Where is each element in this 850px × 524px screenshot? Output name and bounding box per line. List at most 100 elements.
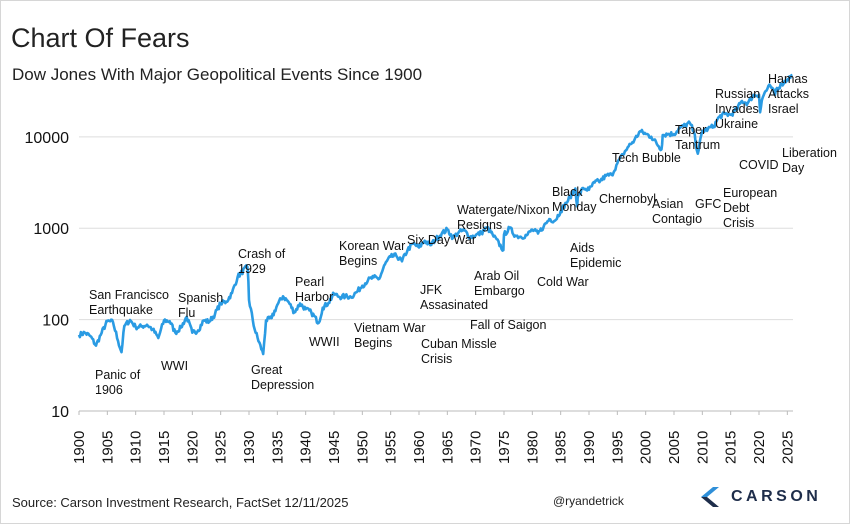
annotation-gfc: GFC	[695, 197, 721, 211]
annotation-line: WWII	[309, 335, 340, 349]
annotation-line: Aids	[570, 241, 594, 255]
annotation-fall-of-saigon: Fall of Saigon	[470, 318, 546, 332]
y-tick-label: 100	[42, 313, 69, 330]
annotation-vietnam-war: Vietnam War Begins	[354, 321, 426, 350]
annotation-covid: COVID	[739, 158, 779, 172]
annotation-tech-bubble: Tech Bubble	[612, 151, 681, 165]
annotation-line: Israel	[768, 102, 799, 116]
carson-logo: CARSON	[699, 483, 821, 511]
author-handle: @ryandetrick	[553, 494, 624, 508]
x-tick-label: 1990	[581, 431, 598, 464]
annotation-line: 1906	[95, 383, 123, 397]
annotation-chernobyl: Chernobyl	[599, 192, 656, 206]
x-tick-label: 1920	[184, 431, 201, 464]
event-annotations: Panic of 1906 San Francisco Earthquake WWI Sp…	[89, 72, 837, 397]
annotation-line: Resigns	[457, 218, 502, 232]
annotation-line: Tantrum	[675, 138, 720, 152]
annotation-wwi: WWI	[161, 359, 188, 373]
y-tick-label: 10	[51, 404, 69, 421]
carson-logo-text: CARSON	[731, 488, 822, 505]
annotation-line: Epidemic	[570, 256, 621, 270]
annotation-panic-1906: Panic of 1906	[95, 368, 141, 397]
annotation-line: Fall of Saigon	[470, 318, 546, 332]
annotation-line: Great	[251, 363, 283, 377]
x-tick-label: 2015	[723, 431, 740, 464]
y-tick-label: 1000	[33, 221, 69, 238]
annotation-cuban-missle-crisis: Cuban Missle Crisis	[421, 337, 497, 366]
annotation-line: Vietnam War	[354, 321, 426, 335]
annotation-line: Black	[552, 185, 583, 199]
x-axis: 1900 1905 1910 1915 1920 1925 1930 1935 1940 1945…	[71, 411, 796, 464]
x-tick-label: 1905	[99, 431, 116, 464]
x-tick-label: 1960	[411, 431, 428, 464]
annotation-cold-war: Cold War	[537, 275, 589, 289]
annotation-line: Spanish	[178, 291, 223, 305]
annotation-line: JFK	[420, 283, 443, 297]
dow-jones-line	[77, 73, 793, 356]
annotation-line: Crisis	[421, 352, 452, 366]
annotation-line: Harbor	[295, 290, 333, 304]
annotation-line: Cold War	[537, 275, 589, 289]
annotation-black-monday: Black Monday	[552, 185, 597, 214]
annotation-line: Russian	[715, 87, 760, 101]
annotation-european-debt-crisis: European Debt Crisis	[723, 186, 777, 230]
annotation-jfk: JFK Assasinated	[420, 283, 488, 312]
x-tick-label: 1940	[298, 431, 315, 464]
annotation-great-depression: Great Depression	[251, 363, 314, 392]
carson-logo-icon	[701, 487, 719, 507]
annotation-line: Begins	[339, 254, 377, 268]
x-tick-label: 1925	[213, 431, 230, 464]
annotation-taper-tantrum: Taper Tantrum	[675, 123, 720, 152]
annotation-line: Earthquake	[89, 303, 153, 317]
annotation-line: Panic of	[95, 368, 141, 382]
annotation-line: Debt	[723, 201, 750, 215]
x-tick-label: 1945	[326, 431, 343, 464]
x-tick-label: 1910	[128, 431, 145, 464]
annotation-line: Embargo	[474, 284, 525, 298]
y-tick-label: 10000	[25, 130, 70, 147]
annotation-spanish-flu: Spanish Flu	[178, 291, 223, 320]
annotation-san-francisco-earthquake: San Francisco Earthquake	[89, 288, 169, 317]
annotation-line: COVID	[739, 158, 779, 172]
annotation-watergate: Watergate/Nixon Resigns	[457, 203, 550, 232]
annotation-russian-invades-ukraine: Russian Invades Ukraine	[715, 87, 760, 131]
annotation-line: Korean War	[339, 239, 405, 253]
annotation-liberation-day: Liberation Day	[782, 146, 837, 175]
annotation-line: Asian	[652, 197, 683, 211]
x-tick-label: 1955	[383, 431, 400, 464]
x-tick-label: 1930	[241, 431, 258, 464]
x-tick-label: 1935	[269, 431, 286, 464]
annotation-line: Cuban Missle	[421, 337, 497, 351]
annotation-line: Pearl	[295, 275, 324, 289]
annotation-arab-oil-embargo: Arab Oil Embargo	[474, 269, 525, 298]
annotation-line: European	[723, 186, 777, 200]
x-tick-label: 1965	[439, 431, 456, 464]
annotation-line: Monday	[552, 200, 597, 214]
x-tick-label: 1915	[156, 431, 173, 464]
annotation-line: Arab Oil	[474, 269, 519, 283]
annotation-line: Liberation	[782, 146, 837, 160]
annotation-line: Contagio	[652, 212, 702, 226]
annotation-line: Crisis	[723, 216, 754, 230]
y-axis: 10 100 1000 10000	[25, 130, 70, 421]
x-tick-label: 2000	[638, 431, 655, 464]
annotation-line: Depression	[251, 378, 314, 392]
annotation-line: Taper	[675, 123, 706, 137]
x-tick-label: 2020	[751, 431, 768, 464]
chart-title: Chart Of Fears	[11, 23, 190, 53]
annotation-aids-epidemic: Aids Epidemic	[570, 241, 621, 270]
annotation-line: Attacks	[768, 87, 809, 101]
annotation-line: Assasinated	[420, 298, 488, 312]
annotation-line: Flu	[178, 306, 195, 320]
source-note: Source: Carson Investment Research, Fact…	[12, 495, 349, 510]
chart-subtitle: Dow Jones With Major Geopolitical Events…	[12, 65, 423, 84]
annotation-pearl-harbor: Pearl Harbor	[295, 275, 333, 304]
annotation-line: GFC	[695, 197, 721, 211]
annotation-six-day-war: Six Day War	[407, 233, 476, 247]
annotation-line: San Francisco	[89, 288, 169, 302]
annotation-line: Crash of	[238, 247, 286, 261]
annotation-asian-contagio: Asian Contagio	[652, 197, 702, 226]
x-tick-label: 1950	[354, 431, 371, 464]
annotation-line: Tech Bubble	[612, 151, 681, 165]
